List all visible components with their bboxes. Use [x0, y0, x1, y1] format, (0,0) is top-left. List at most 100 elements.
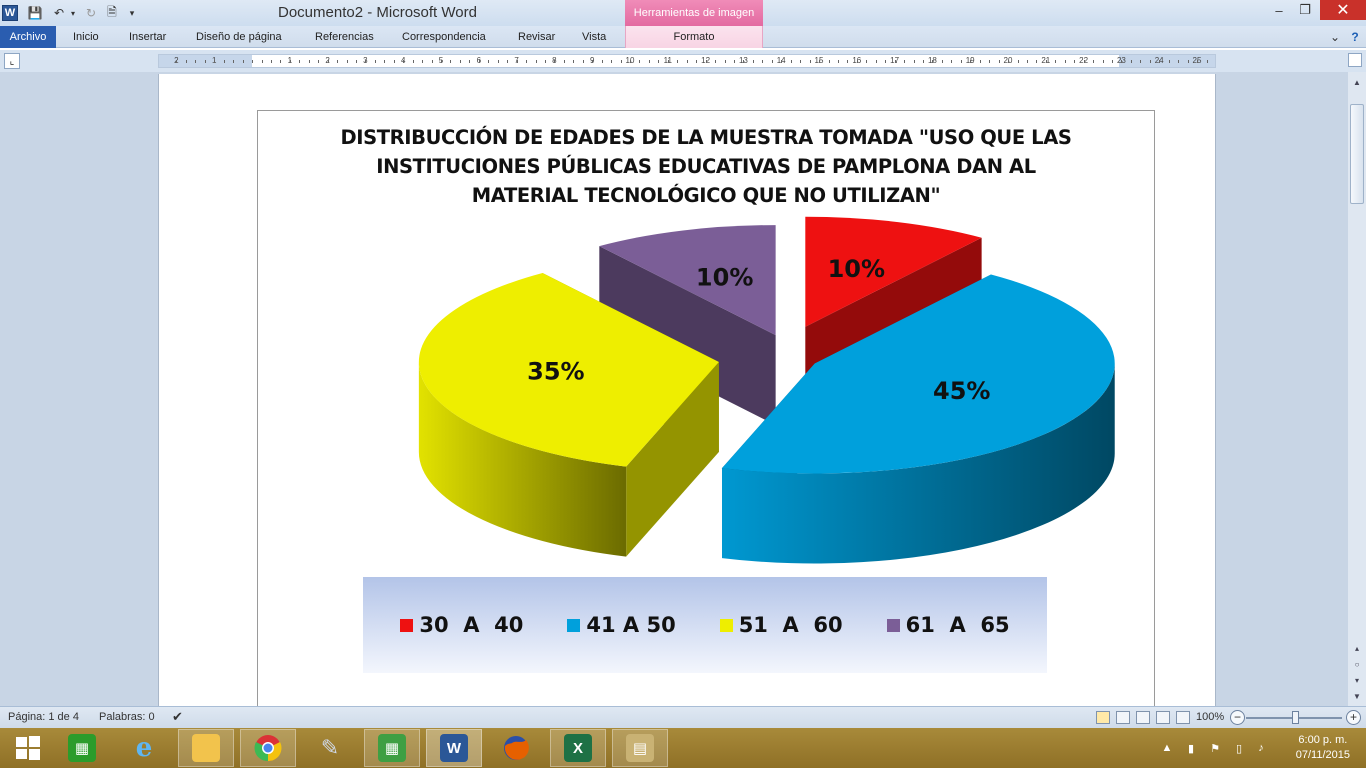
start-button[interactable]	[0, 729, 56, 767]
ruler-number: 8	[547, 55, 561, 67]
scroll-down-icon[interactable]: ▼	[1353, 691, 1361, 701]
zoom-in-button[interactable]: +	[1346, 710, 1361, 725]
customize-toolbar-icon[interactable]: ▾	[129, 7, 135, 18]
ruler-tick	[1168, 60, 1170, 63]
ruler-tick	[715, 60, 716, 63]
ruler-tick	[299, 60, 301, 63]
taskbar-calculator[interactable]: ▦	[364, 729, 420, 767]
ruler-tick	[280, 60, 282, 63]
ruler-tick	[790, 60, 792, 63]
ruler-tick	[289, 60, 291, 63]
browse-object-icon[interactable]: ○	[1354, 659, 1360, 669]
previous-page-icon[interactable]: ▴	[1354, 643, 1359, 653]
folder-icon	[192, 734, 220, 762]
undo-icon[interactable]: ↶	[53, 6, 65, 20]
taskbar-store[interactable]: ▦	[54, 729, 110, 767]
ruler-tick	[422, 60, 424, 63]
web-layout-icon[interactable]	[1136, 711, 1150, 724]
vertical-scrollbar[interactable]: ▲ ▴ ○ ▾ ▼	[1348, 72, 1366, 706]
tab-formato[interactable]: Formato	[625, 26, 763, 48]
ruler-number: 1	[207, 55, 221, 67]
tab-inicio[interactable]: Inicio	[73, 31, 99, 43]
action-center-flag-icon[interactable]: ⚑	[1210, 742, 1220, 755]
tab-insertar[interactable]: Insertar	[129, 31, 167, 43]
tab-vista[interactable]: Vista	[582, 31, 607, 43]
ruler-tick	[1045, 60, 1047, 63]
zoom-out-button[interactable]: −	[1230, 710, 1245, 725]
ruler-tick	[837, 60, 839, 63]
taskbar-excel[interactable]: X	[550, 729, 606, 767]
battery-icon[interactable]: ▯	[1235, 742, 1243, 755]
ruler-tick	[252, 60, 253, 63]
chart-title: DISTRIBUCCIÓN DE EDADES DE LA MUESTRA TO…	[258, 123, 1154, 210]
proofing-icon[interactable]: ✔	[172, 709, 183, 724]
chart-image[interactable]: DISTRIBUCCIÓN DE EDADES DE LA MUESTRA TO…	[257, 110, 1155, 714]
ruler-tick	[441, 60, 442, 63]
windows-logo-icon	[16, 736, 40, 760]
restore-button[interactable]: ❐	[1299, 2, 1311, 17]
show-hidden-icons-icon[interactable]: ▲	[1161, 742, 1173, 754]
page-count[interactable]: Página: 1 de 4	[8, 711, 79, 723]
taskbar-firefox[interactable]	[488, 729, 544, 767]
word-app-icon[interactable]: W	[2, 5, 18, 21]
help-icon[interactable]: ⌄	[1329, 30, 1341, 44]
ruler-tick	[1178, 60, 1180, 63]
taskbar-archive[interactable]: ▤	[612, 729, 668, 767]
tab-diseno-de-pagina[interactable]: Diseño de página	[196, 31, 282, 43]
ruler-tick	[1102, 60, 1104, 63]
taskbar-chrome[interactable]	[240, 729, 296, 767]
ruler-tick	[233, 60, 235, 63]
zoom-level[interactable]: 100%	[1196, 711, 1225, 723]
view-ruler-icon[interactable]	[1348, 53, 1362, 67]
ruler-tick	[526, 60, 527, 63]
clock-time: 6:00 p. m.	[1298, 734, 1348, 746]
help-question-icon[interactable]: ?	[1351, 30, 1359, 44]
ruler-tick	[1008, 60, 1009, 63]
chart-title-line-3: MATERIAL TECNOLÓGICO QUE NO UTILIZAN"	[471, 184, 941, 207]
scrollbar-thumb[interactable]	[1350, 104, 1364, 204]
tab-revisar[interactable]: Revisar	[518, 31, 556, 43]
document-page[interactable]: DISTRIBUCCIÓN DE EDADES DE LA MUESTRA TO…	[158, 74, 1216, 714]
zoom-slider-thumb[interactable]	[1292, 711, 1299, 724]
ruler-tick	[1064, 60, 1066, 63]
new-document-icon[interactable]: 🗎	[107, 4, 117, 19]
ruler-tick	[1074, 60, 1076, 63]
network-signal-icon[interactable]: ▮	[1187, 742, 1195, 755]
volume-icon[interactable]: ♪	[1258, 742, 1264, 754]
print-layout-view-icon[interactable]	[1096, 711, 1110, 724]
legend-swatch	[886, 618, 900, 632]
tab-referencias[interactable]: Referencias	[315, 31, 374, 43]
ruler-tick	[393, 60, 395, 63]
undo-dropdown-icon[interactable]: ▾	[70, 8, 75, 18]
tab-archivo[interactable]: Archivo	[0, 26, 56, 48]
ruler-tick	[762, 60, 764, 63]
ruler-tick	[563, 60, 565, 63]
tab-correspondencia[interactable]: Correspondencia	[402, 31, 486, 43]
word-count[interactable]: Palabras: 0	[99, 711, 155, 723]
ruler-tick	[459, 60, 461, 63]
taskbar-file-explorer[interactable]	[178, 729, 234, 767]
tab-stop-selector[interactable]: ⌞	[4, 53, 20, 69]
minimize-button[interactable]: –	[1275, 2, 1283, 18]
ruler-tick	[431, 60, 433, 63]
taskbar-scanner[interactable]: ✎	[302, 729, 358, 767]
close-button[interactable]: ✕	[1320, 0, 1366, 20]
taskbar-word[interactable]: W	[426, 729, 482, 767]
title-bar: W 💾 ↶ ▾ ↻ 🗎 ▾ Documento2 - Microsoft Wor…	[0, 0, 1366, 26]
scroll-up-icon[interactable]: ▲	[1353, 77, 1361, 87]
ruler-number: 3	[358, 55, 372, 67]
tray-clock[interactable]: 6:00 p. m. 07/11/2015	[1296, 733, 1350, 763]
outline-view-icon[interactable]	[1156, 711, 1170, 724]
horizontal-ruler[interactable]: 2112345678910111213141516171819202122232…	[158, 54, 1216, 68]
ruler-tick	[856, 60, 858, 63]
ruler-tick	[913, 60, 915, 63]
ruler-tick	[885, 60, 887, 63]
redo-icon[interactable]: ↻	[85, 6, 97, 20]
legend-swatch	[400, 618, 414, 632]
scanner-icon: ✎	[320, 735, 340, 760]
next-page-icon[interactable]: ▾	[1354, 675, 1359, 685]
save-icon[interactable]: 💾	[27, 6, 43, 20]
full-screen-reading-icon[interactable]	[1116, 711, 1130, 724]
taskbar-internet-explorer[interactable]: e	[116, 729, 172, 767]
draft-view-icon[interactable]	[1176, 711, 1190, 724]
